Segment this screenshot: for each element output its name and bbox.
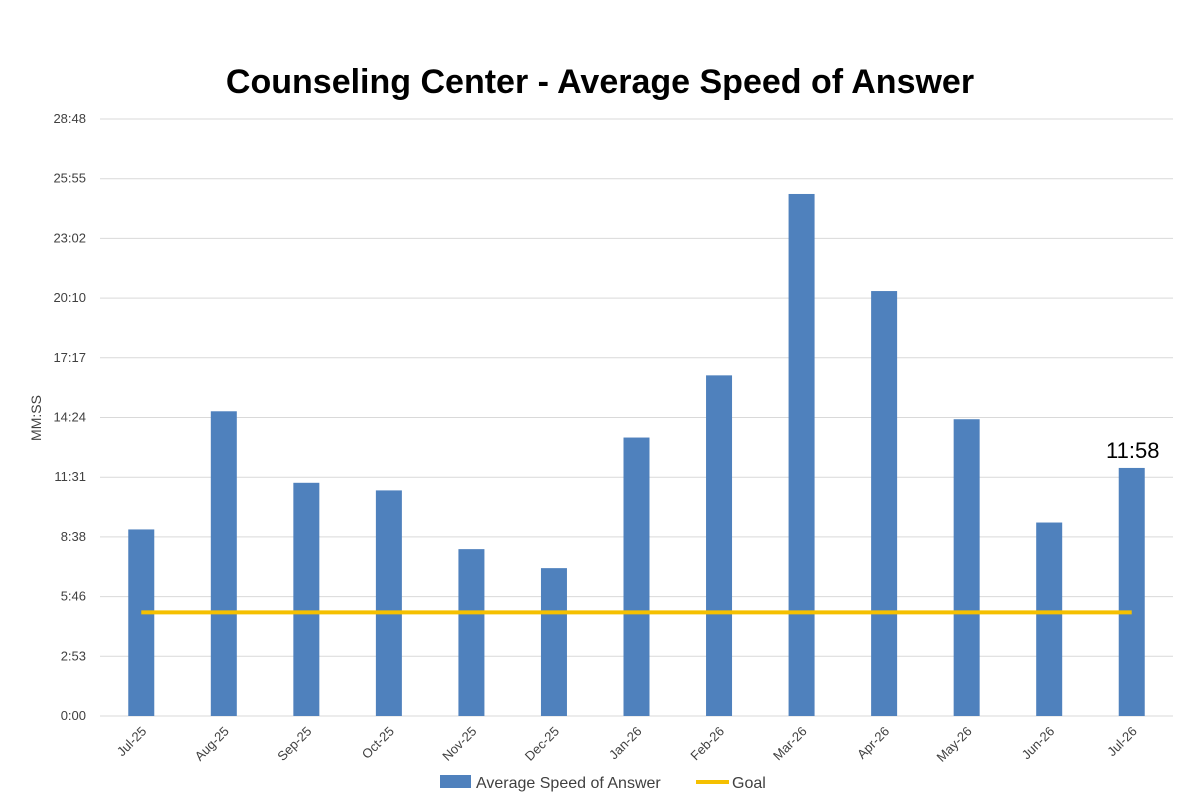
legend-label-goal: Goal	[732, 775, 766, 792]
legend-label-bar: Average Speed of Answer	[476, 775, 661, 792]
bar	[623, 437, 650, 716]
bar	[210, 411, 237, 716]
chart-title: Counseling Center - Average Speed of Ans…	[226, 63, 974, 101]
x-axis-ticks: Jul-25 Aug-25 Sep-25 Oct-25 Nov-25 Dec-25 Jan-…	[114, 724, 1140, 765]
bar	[458, 549, 485, 716]
legend: Average Speed of Answer Goal	[440, 775, 766, 792]
y-axis-label: MM:SS	[28, 395, 44, 441]
bar	[293, 482, 320, 716]
y-tick-label: 17:17	[53, 350, 86, 365]
bar	[871, 291, 898, 716]
x-tick-label: May-26	[934, 724, 975, 765]
bar	[540, 568, 567, 716]
x-tick-label: Sep-25	[274, 724, 314, 764]
y-tick-label: 28:48	[53, 111, 86, 126]
data-label: 11:58	[1106, 438, 1159, 463]
y-tick-label: 23:02	[53, 230, 86, 245]
y-tick-label: 2:53	[61, 648, 86, 663]
bar	[953, 419, 980, 716]
x-tick-label: Mar-26	[770, 724, 810, 764]
y-tick-label: 0:00	[61, 708, 86, 723]
x-tick-label: Apr-26	[854, 724, 892, 762]
x-tick-label: Jul-26	[1104, 724, 1140, 760]
x-tick-label: Jul-25	[114, 724, 150, 760]
bar	[788, 193, 815, 717]
x-tick-label: Aug-25	[192, 724, 232, 764]
y-tick-label: 20:10	[53, 290, 86, 305]
x-tick-label: Nov-25	[439, 724, 479, 764]
bar	[1036, 522, 1063, 716]
bar	[706, 375, 733, 716]
x-tick-label: Dec-25	[522, 724, 562, 764]
legend-swatch-bar	[440, 775, 471, 788]
y-tick-label: 14:24	[53, 410, 86, 425]
x-tick-label: Jun-26	[1019, 724, 1058, 763]
bar-series	[128, 193, 1145, 717]
x-tick-label: Oct-25	[359, 724, 397, 762]
bar	[1118, 467, 1145, 716]
y-tick-label: 25:55	[53, 171, 86, 186]
y-axis-ticks: 0:00 2:53 5:46 8:38 11:31 14:24 17:17 20:10 23:0…	[53, 111, 86, 723]
y-tick-label: 8:38	[61, 529, 86, 544]
y-tick-label: 5:46	[61, 589, 86, 604]
bar	[128, 529, 155, 716]
y-tick-label: 11:31	[54, 469, 86, 484]
bar	[375, 490, 402, 716]
x-tick-label: Feb-26	[687, 724, 727, 764]
data-labels: 11:58	[1106, 438, 1159, 463]
x-tick-label: Jan-26	[606, 724, 645, 763]
